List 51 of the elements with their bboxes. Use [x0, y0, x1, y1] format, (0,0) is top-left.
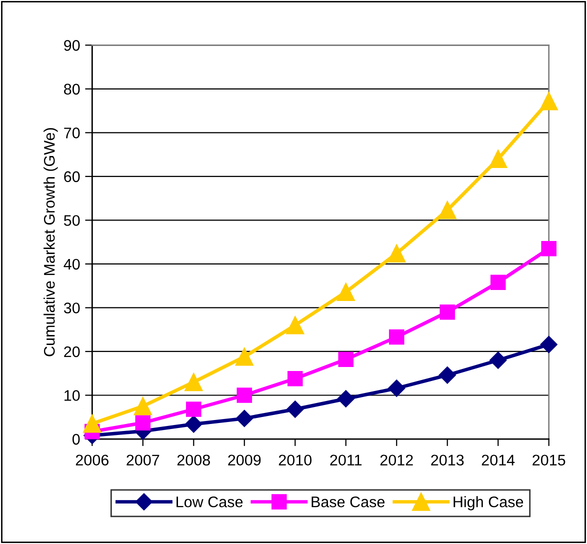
legend-label: Base Case	[312, 496, 385, 508]
x-tick-label: 2010	[278, 454, 312, 466]
y-tick-label: 50	[64, 215, 80, 226]
point	[83, 414, 102, 433]
point	[388, 244, 406, 262]
point	[235, 348, 254, 366]
point	[186, 402, 202, 417]
point	[337, 390, 354, 408]
point	[541, 241, 556, 256]
point	[438, 201, 456, 220]
y-tick-label: 40	[64, 258, 80, 270]
point	[388, 380, 406, 397]
point	[185, 416, 202, 433]
point	[438, 366, 456, 384]
legend-label: Low Case	[176, 496, 243, 508]
point	[490, 352, 507, 369]
point	[287, 370, 303, 386]
x-tick-label: 2011	[330, 454, 362, 466]
point	[540, 92, 558, 110]
point	[286, 316, 304, 334]
point	[540, 336, 558, 354]
y-tick-label: 90	[64, 40, 80, 51]
x-tick-label: 2009	[228, 454, 261, 466]
point	[236, 388, 252, 403]
x-tick-label: 2014	[482, 454, 515, 466]
y-tick-label: 80	[64, 84, 80, 95]
y-tick-label: 60	[64, 171, 80, 182]
x-tick-label: 2015	[532, 454, 566, 466]
point	[135, 415, 151, 430]
point	[388, 329, 404, 345]
point	[184, 373, 203, 392]
y-tick-label: 30	[64, 302, 80, 314]
point	[440, 304, 455, 320]
point	[134, 397, 152, 416]
point	[489, 150, 508, 168]
x-tick-label: 2012	[380, 454, 413, 466]
x-tick-label: 2008	[177, 454, 210, 466]
y-tick-label: 0	[72, 434, 80, 445]
y-tick-label: 20	[64, 346, 80, 358]
y-tick-label: 70	[64, 128, 80, 138]
point	[490, 274, 506, 290]
point	[236, 410, 253, 427]
y-axis-title: Cumulative Market Growth (GWe)	[44, 128, 58, 356]
x-tick-label: 2013	[431, 454, 464, 466]
x-tick-label: 2007	[126, 454, 160, 466]
legend-label: High Case	[454, 496, 524, 510]
point	[286, 400, 304, 418]
y-tick-label: 10	[64, 390, 80, 401]
point	[336, 282, 355, 301]
x-tick-label: 2006	[76, 454, 108, 466]
point	[338, 352, 354, 367]
